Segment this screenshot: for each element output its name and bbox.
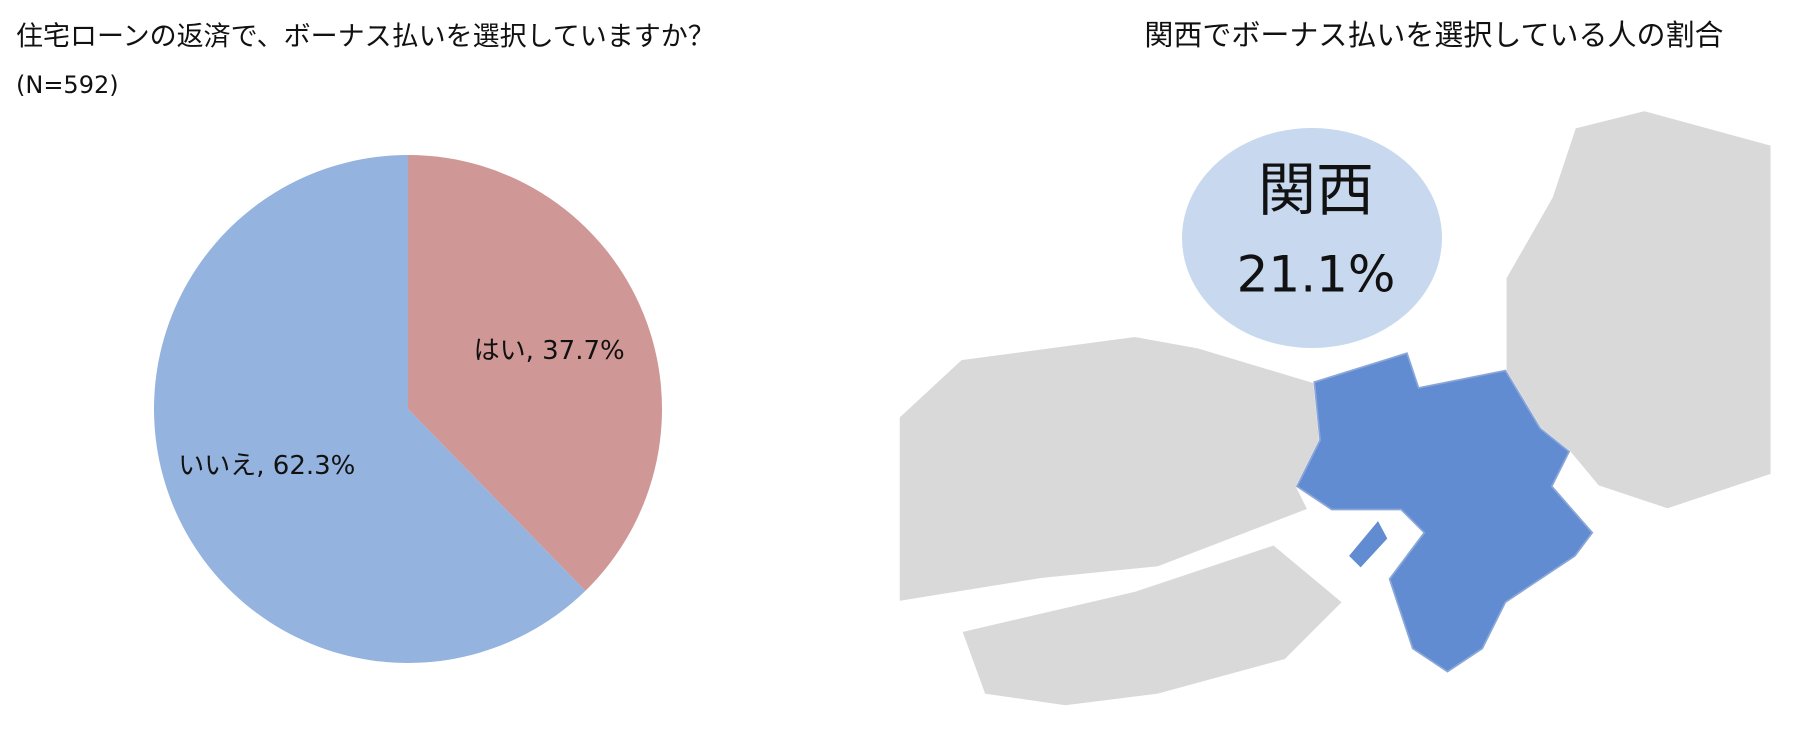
slice-label: いいえ, 62.3% bbox=[178, 451, 355, 481]
pie: はい, 37.7% いいえ, 62.3% bbox=[154, 155, 663, 663]
chart-title: 住宅ローンの返済で、ボーナス払いを選択していますか？ bbox=[16, 22, 715, 53]
region-shikoku bbox=[959, 542, 1345, 708]
kansai-mainland bbox=[1295, 352, 1594, 673]
map bbox=[897, 108, 1773, 708]
map-title: 関西でボーナス払いを選択している人の割合 bbox=[1144, 18, 1723, 52]
region-value: 21.1% bbox=[1237, 246, 1396, 304]
pie-slice bbox=[154, 155, 586, 663]
region-label: 関西 bbox=[1258, 156, 1374, 224]
pie-slice bbox=[408, 155, 663, 591]
slice-label: はい, 37.7% bbox=[474, 336, 625, 366]
chart-subtitle: (N=592) bbox=[16, 71, 119, 99]
kansai-region bbox=[1295, 352, 1594, 673]
awaji-island bbox=[1349, 521, 1388, 568]
value-bubble bbox=[1182, 128, 1442, 348]
